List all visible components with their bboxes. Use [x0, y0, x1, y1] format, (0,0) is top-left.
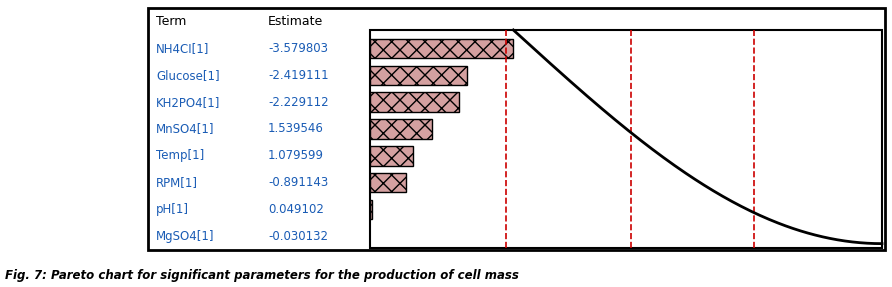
- Bar: [148, 8, 885, 250]
- Text: NH4CI[1]: NH4CI[1]: [156, 42, 210, 55]
- Text: -0.891143: -0.891143: [268, 176, 328, 189]
- Text: Fig. 7: Pareto chart for significant parameters for the production of cell mass: Fig. 7: Pareto chart for significant par…: [5, 269, 519, 282]
- Text: KH2PO4[1]: KH2PO4[1]: [156, 96, 220, 108]
- Text: -2.229112: -2.229112: [268, 96, 328, 108]
- Bar: [370, 92, 459, 112]
- Text: MgSO4[1]: MgSO4[1]: [156, 230, 214, 243]
- Text: -2.419111: -2.419111: [268, 69, 328, 82]
- Text: 1.539546: 1.539546: [268, 123, 324, 135]
- Text: Glucose[1]: Glucose[1]: [156, 69, 219, 82]
- Bar: [370, 39, 514, 58]
- Text: Temp[1]: Temp[1]: [156, 150, 204, 162]
- Text: Term: Term: [156, 15, 186, 28]
- Text: 1.079599: 1.079599: [268, 150, 324, 162]
- Text: RPM[1]: RPM[1]: [156, 176, 198, 189]
- Bar: [370, 173, 406, 193]
- Text: pH[1]: pH[1]: [156, 203, 189, 216]
- Text: 0.049102: 0.049102: [268, 203, 324, 216]
- Text: -3.579803: -3.579803: [268, 42, 328, 55]
- Bar: [370, 65, 467, 85]
- Bar: [370, 119, 432, 139]
- Text: MnSO4[1]: MnSO4[1]: [156, 123, 214, 135]
- Text: Estimate: Estimate: [268, 15, 323, 28]
- Bar: [370, 200, 372, 219]
- Bar: [370, 146, 413, 166]
- Text: -0.030132: -0.030132: [268, 230, 328, 243]
- Bar: [370, 30, 882, 248]
